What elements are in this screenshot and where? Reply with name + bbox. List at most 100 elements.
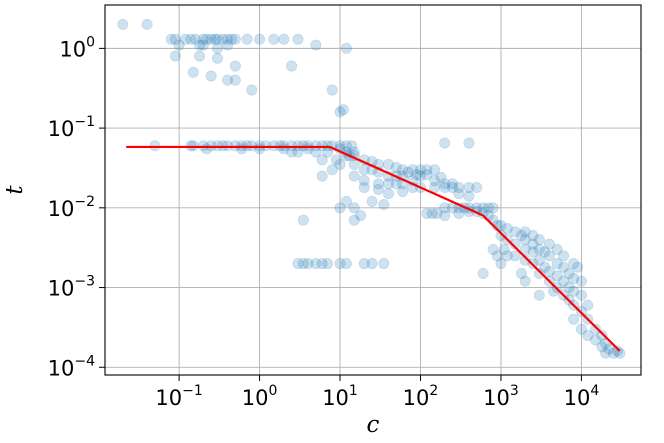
scatter-point [414,170,426,182]
scatter-point [498,244,510,256]
scatter-point [316,170,328,182]
scatter-point [241,140,253,152]
scatter-point [558,250,570,262]
scatter-point [477,268,489,280]
scatter-point [596,330,608,342]
scatter-point [209,33,221,45]
scatter-point [596,341,608,353]
scatter-point [501,250,513,262]
scatter-point [568,258,580,270]
scatter-point [453,207,465,219]
scatter-point [414,164,426,176]
scatter-point [201,33,213,45]
scatter-point [297,140,309,152]
scatter-point [292,33,304,45]
scatter-point [222,39,234,51]
scatter-point [358,258,370,270]
scatter-point [169,33,181,45]
scatter-point [278,140,290,152]
scatter-point [382,158,394,170]
scatter-point [346,140,358,152]
scatter-point [429,175,441,187]
scatter-point [358,164,370,176]
scatter-point [439,181,451,193]
scatter-point [201,143,213,155]
scatter-point [211,140,223,152]
y-tick-label: 10−2 [48,194,95,221]
scatter-point [292,146,304,158]
scatter-point [229,140,241,152]
scatter-point [447,181,459,193]
scatter-point [600,347,612,359]
scatter-point [533,254,545,266]
scatter-point [519,244,531,256]
scatter-point [197,39,209,51]
scatter-point [533,289,545,301]
scatter-point [185,140,197,152]
scatter-point [527,238,539,250]
x-axis-ticks: 10−1 100 101 102 103 104 [155,375,599,410]
scatter-point [382,178,394,190]
scatter-point [348,202,360,214]
scatter-point [390,178,402,190]
scatter-point [229,60,241,72]
scatter-point [236,143,248,155]
scatter-point [117,18,129,30]
scatter-point [286,60,298,72]
scatter-point [582,330,594,342]
y-axis-label: t [2,185,28,195]
scatter-point [515,229,527,241]
scatter-point [453,181,465,193]
scatter-point [222,140,234,152]
scatter-point [316,154,328,166]
grid-lines [105,5,641,375]
scatter-point [509,226,521,238]
scatter-point [439,137,451,149]
scatter-point [439,178,451,190]
scatter-point [194,50,206,62]
scatter-point [254,33,266,45]
scatter-point [568,272,580,284]
scatter-point [614,347,626,359]
scatter-point [563,282,575,294]
scatter-point [310,258,322,270]
scatter-point [491,250,503,262]
y-tick-label: 10−3 [48,274,95,301]
scatter-point [429,164,441,176]
scatter-point [194,39,206,51]
scatter-point [590,323,602,335]
scatter-point [453,188,465,200]
scatter-point [310,140,322,152]
scatter-point [527,229,539,241]
scatter-point [205,70,217,82]
scatter-point [575,323,587,335]
x-axis-label: c [367,412,380,438]
y-tick-label: 10−1 [48,114,95,141]
scatter-point [539,246,551,258]
scatter-point [334,158,346,170]
scatter-point [501,223,513,235]
scatter-point [169,50,181,62]
scatter-point [397,164,409,176]
scatter-point [205,33,217,45]
scatter-point [487,202,499,214]
y-tick-label: 10−4 [48,353,95,380]
scatter-point [463,137,475,149]
scatter-point [543,265,555,277]
scatter-point [179,33,191,45]
scatter-point [340,42,352,54]
scatter-point [340,140,352,152]
scatter-point [297,258,309,270]
x-tick-label: 104 [564,383,600,410]
scatter-point [471,181,483,193]
fit-line-group [126,145,621,352]
scatter-point [241,33,253,45]
scatter-point [558,261,570,273]
scatter-point [568,285,580,297]
plot-frame [104,4,642,376]
scatter-point [509,250,521,262]
scatter-point [551,258,563,270]
scatter-point [590,334,602,346]
scatter-point [322,140,334,152]
